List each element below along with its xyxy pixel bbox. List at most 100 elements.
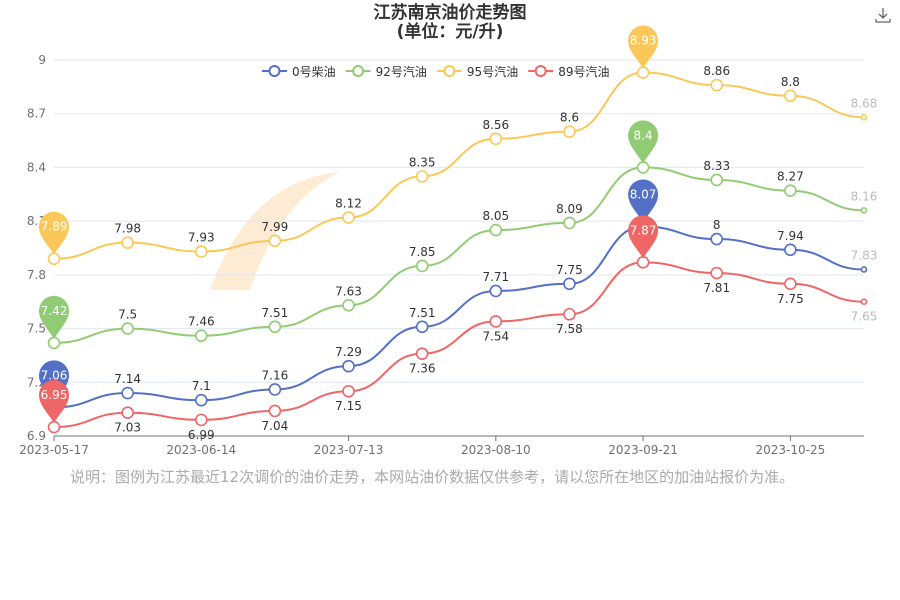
data-label: 7.83 <box>851 248 878 262</box>
data-point <box>489 132 503 146</box>
marker-pin <box>628 215 659 259</box>
data-point <box>268 404 282 418</box>
data-label: 7.98 <box>114 222 141 236</box>
y-tick-label: 7.8 <box>27 268 46 282</box>
y-tick-label: 6.9 <box>27 429 46 443</box>
data-point <box>342 211 355 224</box>
data-point <box>636 161 650 174</box>
data-label: 7.71 <box>482 270 509 284</box>
data-label: 7.36 <box>409 362 436 376</box>
x-tick-label: 2023-10-25 <box>755 443 825 457</box>
data-label: 7.93 <box>188 231 215 245</box>
data-point <box>121 386 134 400</box>
data-label: 7.51 <box>262 306 289 320</box>
marker-pin <box>39 211 69 255</box>
data-point <box>194 413 208 427</box>
data-point <box>860 266 868 273</box>
data-label: 8.68 <box>851 96 878 110</box>
data-point <box>860 207 868 214</box>
data-label: 7.75 <box>777 292 804 306</box>
data-point <box>47 420 61 434</box>
x-tick-label: 2023-08-10 <box>461 443 531 457</box>
series-line-3 <box>53 261 865 429</box>
data-point <box>342 359 355 373</box>
marker-pin-label: 8.07 <box>630 188 657 202</box>
data-label: 7.03 <box>114 421 141 435</box>
data-label: 8.33 <box>703 159 730 173</box>
legend-marker <box>534 65 547 77</box>
data-point <box>784 184 797 198</box>
data-label: 7.15 <box>335 399 362 413</box>
data-label: 7.81 <box>703 281 730 295</box>
data-label: 8.6 <box>560 111 579 125</box>
data-label: 8 <box>713 218 721 232</box>
data-label: 7.29 <box>335 345 362 359</box>
data-label: 7.51 <box>409 306 436 320</box>
data-point <box>268 234 282 248</box>
y-tick-label: 8.7 <box>27 107 46 121</box>
data-point <box>784 89 797 103</box>
data-point <box>194 329 208 343</box>
chart-note: 说明：图例为江苏最近12次调价的油价走势，本网站油价数据仅供参考，请以您所在地区… <box>70 468 795 486</box>
data-label: 6.99 <box>188 428 215 442</box>
chart-title-text: 江苏南京油价走势图 <box>373 3 527 23</box>
data-label: 7.85 <box>409 245 436 259</box>
legend-label-2: 95号汽油 <box>467 64 518 79</box>
data-point <box>710 173 724 187</box>
data-point <box>121 406 134 420</box>
marker-pin <box>39 380 69 424</box>
data-label: 8.86 <box>703 64 730 78</box>
data-label: 7.1 <box>192 379 211 393</box>
data-point <box>47 336 61 350</box>
marker-pin <box>628 25 659 69</box>
x-tick-label: 2023-05-17 <box>19 443 89 457</box>
x-tick-label: 2023-06-14 <box>166 443 236 457</box>
data-label: 7.14 <box>114 372 141 386</box>
x-tick-label: 2023-07-13 <box>314 443 384 457</box>
data-point <box>489 223 503 237</box>
data-label: 7.16 <box>262 368 289 382</box>
y-tick-label: 7.5 <box>27 322 46 336</box>
legend-marker <box>352 65 365 77</box>
data-point <box>121 236 134 249</box>
data-point <box>636 66 650 79</box>
legend-marker <box>268 65 281 77</box>
x-tick-label: 2023-09-21 <box>608 443 678 457</box>
marker-pin-label: 8.4 <box>634 128 653 142</box>
download-icon[interactable] <box>874 6 892 24</box>
data-label: 8.16 <box>851 189 878 203</box>
data-label: 8.56 <box>482 118 509 132</box>
data-label: 7.99 <box>262 220 289 234</box>
marker-pin <box>628 179 659 223</box>
data-point <box>563 277 576 291</box>
marker-pin-label: 7.87 <box>630 223 657 237</box>
data-point <box>489 315 503 328</box>
data-point <box>268 383 282 396</box>
data-label: 7.46 <box>188 315 215 329</box>
data-label: 7.65 <box>851 310 878 324</box>
data-label: 8.12 <box>335 197 362 211</box>
data-point <box>563 307 576 321</box>
chart-subtitle: (单位：元/升) <box>396 22 504 42</box>
legend-marker <box>443 65 456 77</box>
data-point <box>194 393 208 407</box>
data-label: 8.8 <box>781 75 800 89</box>
marker-pin-label: 7.42 <box>41 304 68 318</box>
data-point <box>636 256 650 269</box>
data-point <box>342 384 355 398</box>
data-label: 8.27 <box>777 170 804 184</box>
series-line-0 <box>53 225 865 409</box>
data-point <box>342 298 355 312</box>
marker-pin-label: 8.93 <box>630 34 657 48</box>
marker-pin <box>628 120 659 164</box>
data-point <box>563 216 576 230</box>
data-label: 7.58 <box>556 322 583 336</box>
marker-pin-label: 7.89 <box>41 220 68 234</box>
series-line-2 <box>53 71 865 260</box>
data-label: 7.75 <box>556 263 583 277</box>
marker-pin-label: 7.06 <box>41 368 68 382</box>
watermark-logo <box>210 172 340 290</box>
data-point <box>784 277 797 291</box>
data-label: 8.05 <box>482 209 509 223</box>
